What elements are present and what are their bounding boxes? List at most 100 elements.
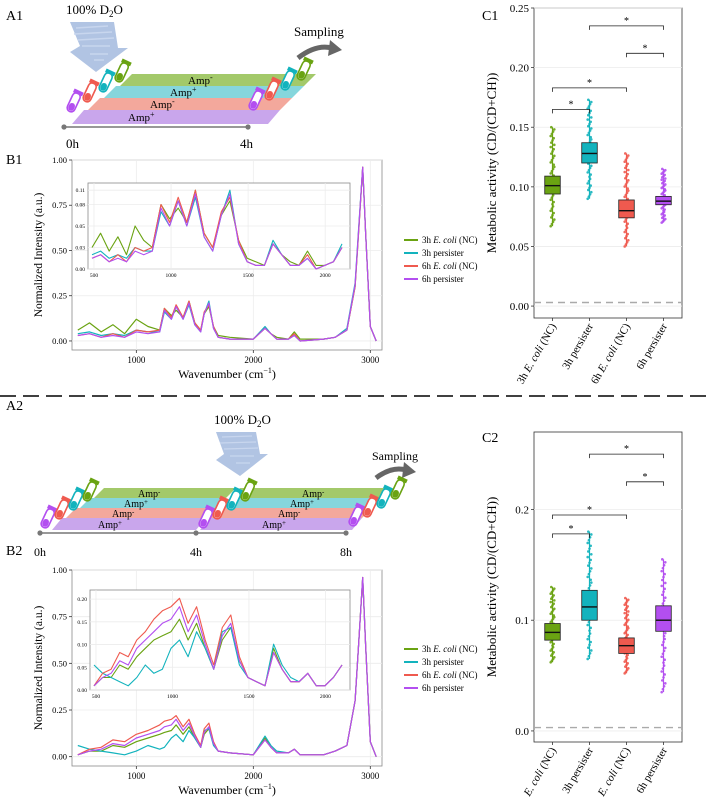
x-tick-label: 1000	[127, 355, 146, 365]
panel-label-c1: C1	[482, 9, 498, 24]
x-tick-label: 3000	[361, 771, 380, 781]
data-point	[549, 198, 552, 202]
legend-label: 3h E. coli (NC)	[422, 644, 478, 654]
data-point	[586, 182, 589, 185]
data-point	[664, 682, 667, 685]
panel-label-c2: C2	[482, 431, 498, 446]
data-point	[664, 189, 667, 192]
data-point	[627, 618, 630, 622]
data-point	[627, 168, 630, 172]
x-tick-label: 1000	[127, 771, 146, 781]
data-point	[623, 185, 626, 188]
x-tick-label: 2000	[244, 771, 263, 781]
box-body	[655, 605, 672, 632]
test-tube-icon	[376, 484, 394, 509]
y-tick-label: 1.00	[52, 155, 67, 165]
y-tick-label: 0.1	[515, 615, 529, 627]
data-point	[586, 541, 589, 545]
y-tick-label: 0.50	[52, 658, 67, 668]
timepoint-dot-4h-a1	[245, 124, 251, 130]
test-tube-icon	[40, 504, 58, 529]
legend-b2: 3h E. coli (NC) 3h persister 6h E. coli (N…	[404, 644, 478, 693]
band-left-2-a2	[80, 498, 226, 508]
significance-label: *	[569, 99, 574, 110]
y-tick-label: 0.50	[52, 245, 67, 255]
data-point	[590, 649, 593, 652]
test-tube-icon	[66, 88, 84, 113]
band-right-label-2-a2: Amp+	[290, 498, 314, 510]
y-tick-label: 0.15	[510, 122, 530, 134]
inset-x-tick-label: 1000	[167, 694, 178, 700]
test-tube-icon	[362, 493, 380, 518]
chart-b1: 0.00 0.25 0.50 0.75 1.00 1000 2000 3000 Wavenumb…	[33, 155, 383, 381]
y-tick-label: 0.0	[515, 726, 529, 738]
data-point	[553, 615, 556, 619]
data-point	[660, 178, 663, 181]
panel-label-b2: B2	[6, 544, 22, 559]
tubes-middle-a2	[198, 477, 258, 529]
data-point	[549, 172, 552, 175]
chart-b2: 0.00 0.25 0.50 0.75 1.00 1000 2000 3000 Wavenumb…	[33, 565, 383, 797]
data-point	[590, 100, 593, 104]
x-tick-label: 6h E. coli (NC)	[589, 745, 633, 797]
significance-label: *	[587, 505, 592, 516]
data-point	[664, 177, 667, 180]
band-amp-plus-bottom-a1	[72, 110, 280, 124]
band-label-3-a1: Amp-	[150, 97, 175, 111]
data-point	[627, 667, 630, 670]
data-point	[586, 171, 589, 174]
data-point	[664, 560, 667, 564]
test-tube-icon	[240, 477, 258, 502]
y-tick-label: 0.25	[510, 3, 530, 15]
data-point	[664, 217, 667, 221]
inset-series-line	[93, 606, 343, 687]
tubes-right-a1	[248, 56, 314, 111]
band-left-1-a2	[94, 488, 236, 498]
panel-label-a1: A1	[6, 9, 23, 24]
y-tick-label: 0.00	[510, 301, 530, 313]
data-point	[586, 637, 589, 641]
significance-label: *	[624, 16, 629, 27]
data-point	[590, 581, 593, 584]
inset-x-tick-label: 1000	[166, 273, 177, 279]
y-tick-label: 1.00	[52, 565, 67, 575]
data-point	[586, 133, 589, 137]
inset-y-tick-label: 0.00	[75, 267, 85, 273]
tubes-left-a1	[66, 58, 132, 113]
test-tube-icon	[212, 495, 230, 520]
series-line	[77, 576, 377, 757]
data-point	[623, 611, 626, 615]
time-8h-a2: 8h	[340, 545, 352, 559]
sampling-label-a1: Sampling	[294, 24, 344, 39]
data-point	[660, 670, 663, 673]
band-left-label-3-a2: Amp-	[112, 508, 135, 520]
data-point	[590, 190, 593, 194]
data-point	[627, 179, 630, 182]
test-tube-icon	[198, 504, 216, 529]
data-point	[660, 584, 663, 588]
y-tick-label: 0.25	[52, 705, 67, 715]
data-point	[549, 209, 552, 213]
timepoint-dot-4h-a2	[193, 530, 199, 536]
test-tube-icon	[114, 58, 132, 83]
x-tick-label: 6h persister	[634, 745, 670, 795]
significance-label: *	[643, 43, 648, 54]
d2o-arrow-icon-a1	[70, 22, 128, 72]
data-point	[664, 596, 667, 600]
time-0h-a1: 0h	[66, 136, 80, 151]
y-tick-label: 0.2	[515, 505, 529, 517]
y-tick-label: 0.00	[52, 752, 67, 762]
box-body	[581, 589, 598, 621]
data-point	[553, 128, 556, 131]
band-label-1-a1: Amp-	[188, 73, 213, 87]
y-axis-title: Normalized Intensity (a.u.)	[33, 193, 45, 318]
band-right-2-a2	[220, 498, 382, 508]
data-point	[660, 655, 663, 659]
data-point	[590, 138, 593, 141]
data-point	[586, 657, 589, 661]
data-point	[553, 143, 556, 147]
x-tick-label: 2000	[244, 355, 263, 365]
inset-y-tick-label: 0.00	[77, 688, 87, 694]
significance-bracket	[589, 25, 664, 30]
x-tick-label: 3h E. coli (NC)	[515, 745, 559, 797]
